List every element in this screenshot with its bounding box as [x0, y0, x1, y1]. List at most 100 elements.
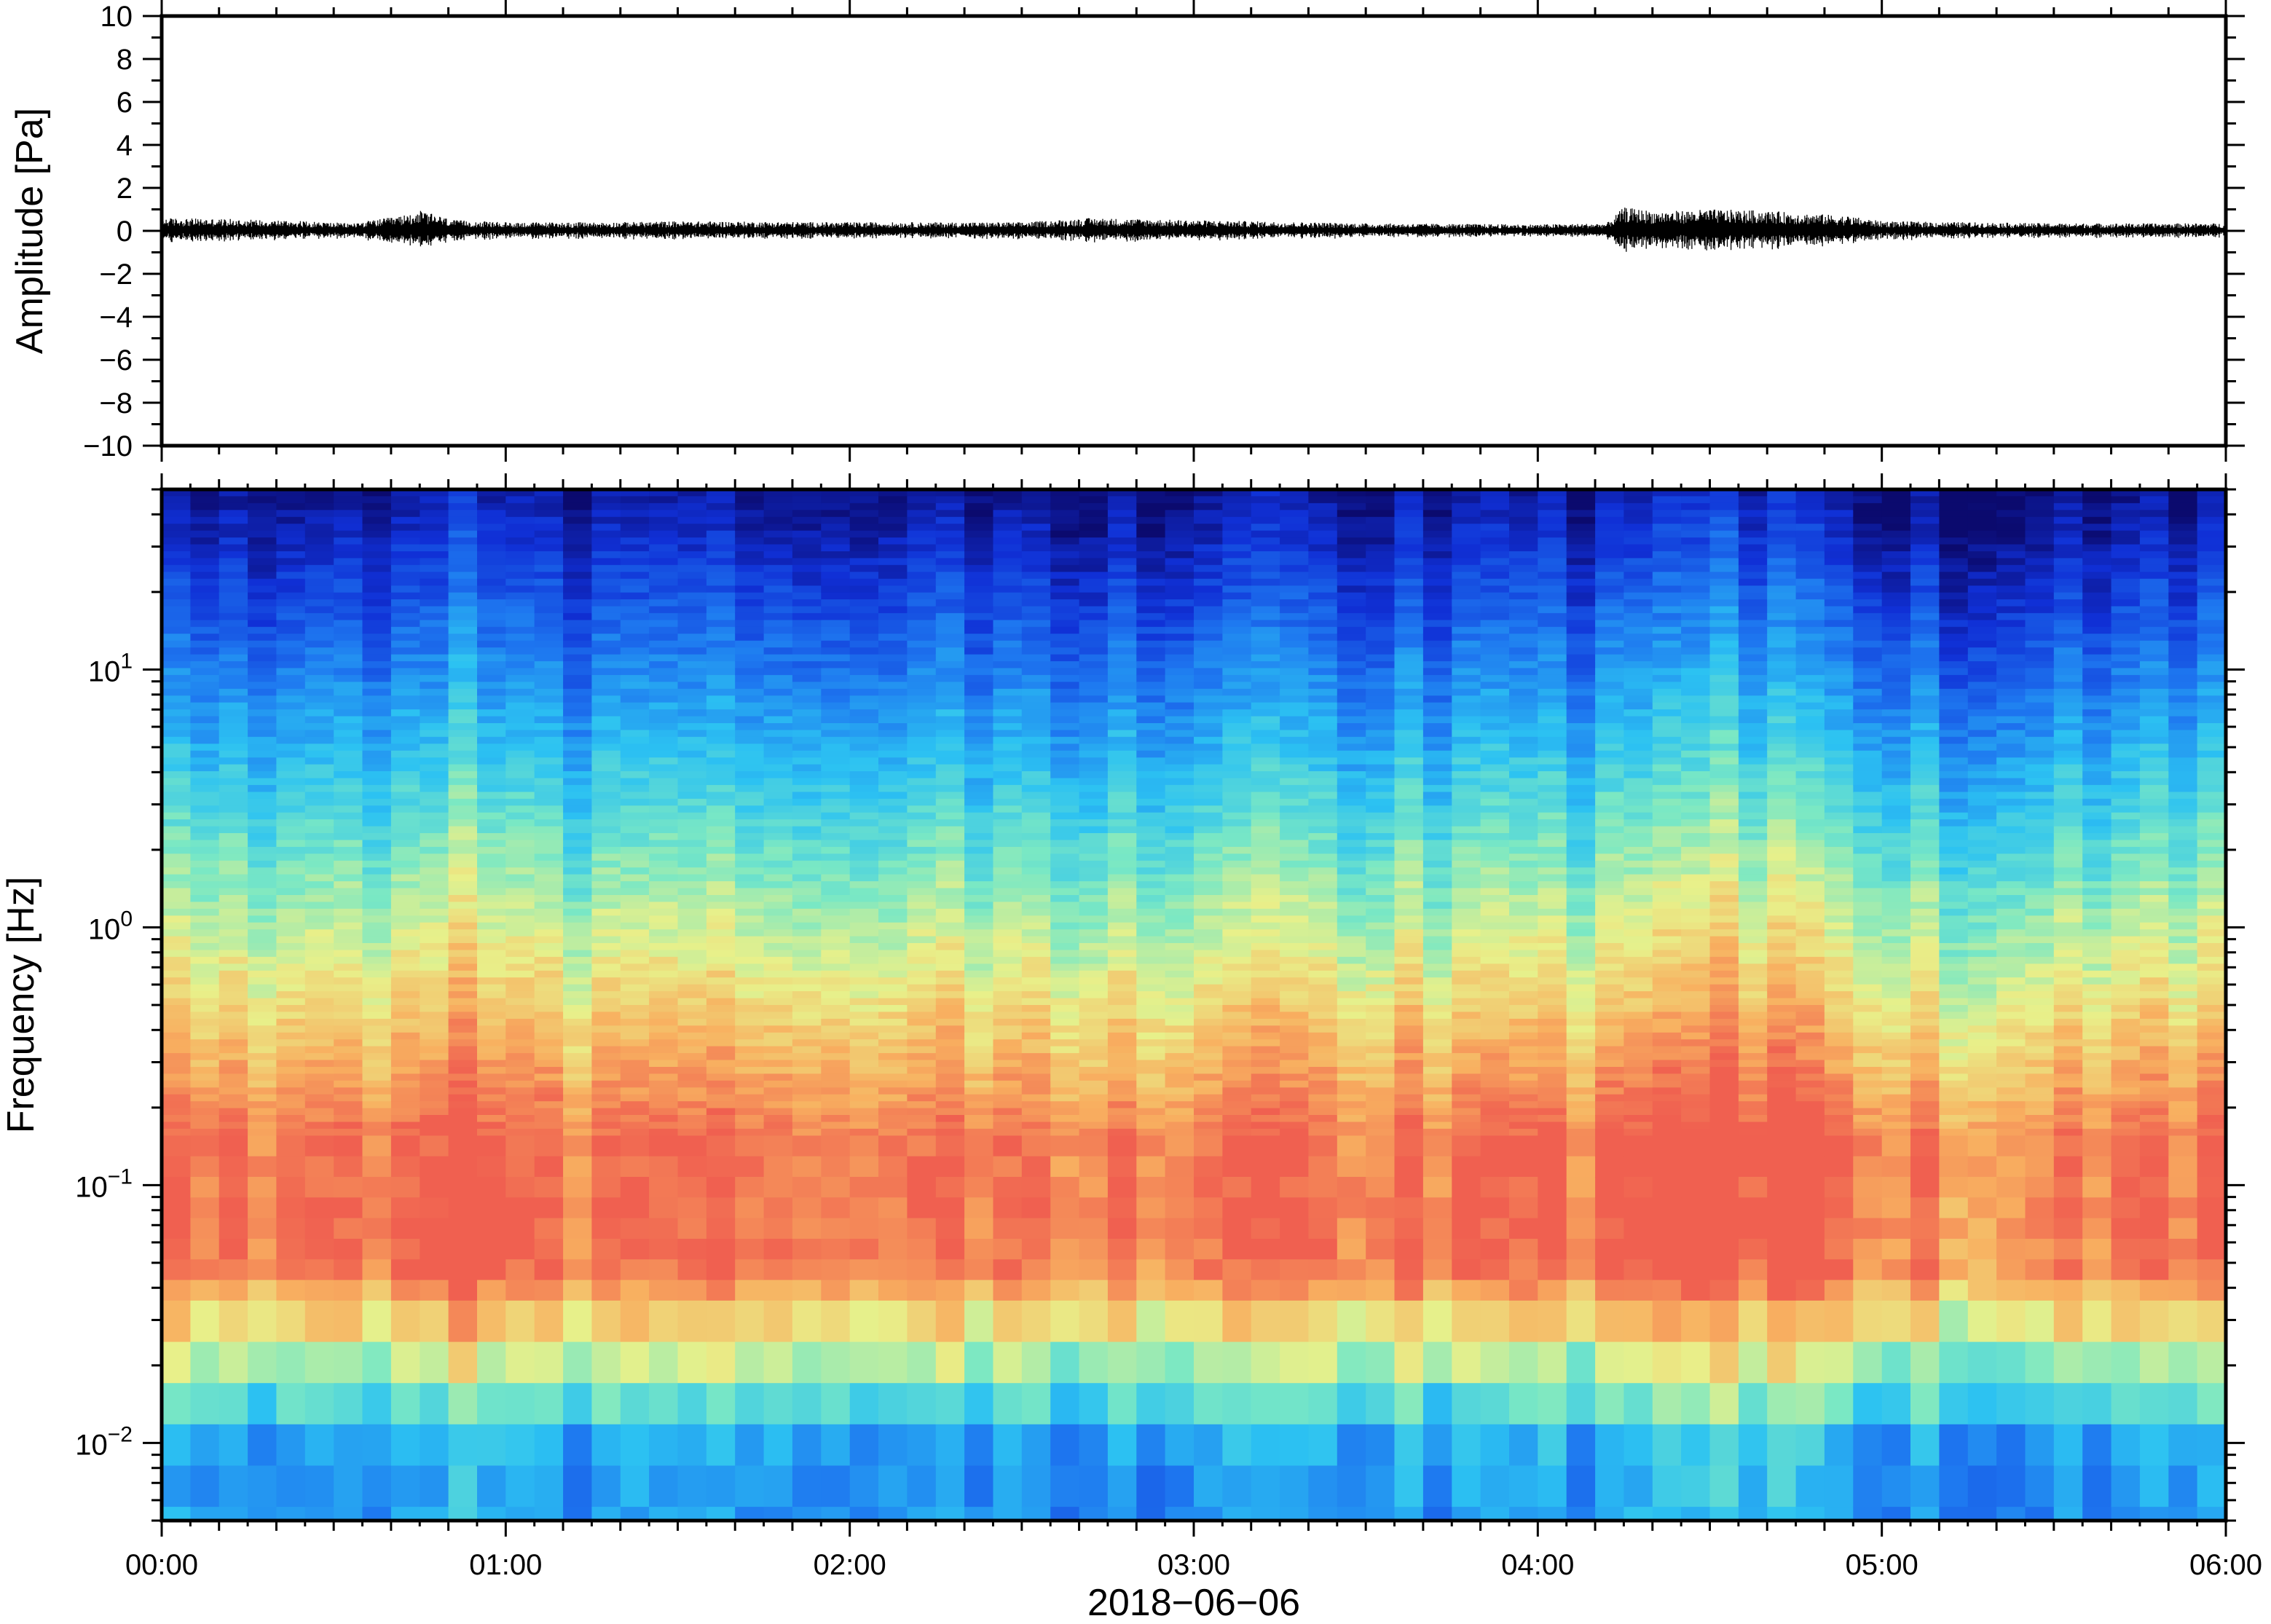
- spectrogram-cell: [248, 977, 278, 985]
- spectrogram-cell: [1337, 1507, 1366, 1521]
- spectrogram-cell: [649, 1005, 679, 1013]
- spectrogram-cell: [878, 564, 908, 572]
- spectrogram-cell: [534, 744, 564, 752]
- spectrogram-cell: [649, 1025, 679, 1033]
- spectrogram-cell: [792, 1025, 822, 1033]
- spectrogram-cell: [1308, 902, 1338, 910]
- spectrogram-cell: [190, 612, 220, 621]
- spectrogram-cell: [477, 586, 507, 594]
- spectrogram-cell: [248, 564, 278, 572]
- spectrogram-cell: [420, 1177, 449, 1199]
- spectrogram-cell: [1308, 661, 1338, 669]
- spectrogram-cell: [1107, 1115, 1138, 1123]
- spectrogram-cell: [821, 1259, 851, 1281]
- spectrogram-cell: [390, 991, 421, 999]
- spectrogram-cell: [219, 936, 248, 944]
- spectrogram-cell: [190, 936, 220, 944]
- spectrogram-cell: [1337, 661, 1366, 669]
- spectrogram-cell: [993, 709, 1023, 717]
- spectrogram-cell: [1337, 970, 1366, 978]
- spectrogram-cell: [649, 805, 679, 813]
- spectrogram-cell: [1394, 1122, 1424, 1130]
- spectrogram-cell: [1366, 867, 1396, 875]
- spectrogram-cell: [964, 572, 994, 580]
- spectrogram-cell: [849, 695, 879, 703]
- spectrogram-cell: [649, 1080, 679, 1088]
- spectrogram-cell: [362, 1005, 392, 1013]
- spectrogram-cell: [1050, 1465, 1080, 1507]
- spectrogram-cell: [849, 688, 879, 696]
- spectrogram-cell: [1136, 1218, 1166, 1239]
- spectrogram-cell: [993, 640, 1023, 648]
- spectrogram-cell: [390, 516, 421, 524]
- spectrogram-cell: [1422, 943, 1453, 951]
- spectrogram-cell: [1337, 915, 1366, 923]
- spectrogram-cell: [563, 592, 593, 600]
- spectrogram-cell: [1079, 647, 1109, 655]
- spectrogram-cell: [1079, 784, 1109, 793]
- spectrogram-cell: [505, 963, 535, 971]
- spectrogram-cell: [1366, 1465, 1396, 1507]
- spectrogram-cell: [420, 908, 449, 916]
- spectrogram-cell: [1366, 784, 1396, 793]
- spectrogram-cell: [505, 1218, 535, 1239]
- spectrogram-cell: [964, 812, 994, 820]
- spectrogram-cell: [534, 647, 564, 655]
- spectrogram-cell: [821, 709, 851, 717]
- spectrogram-cell: [907, 524, 937, 532]
- spectrogram-cell: [248, 922, 278, 930]
- spectrogram-cell: [649, 915, 679, 923]
- spectrogram-cell: [964, 1073, 994, 1081]
- spectrogram-cell: [964, 826, 994, 834]
- spectrogram-cell: [907, 1073, 937, 1081]
- spectrogram-cell: [248, 936, 278, 944]
- spectrogram-cell: [706, 881, 736, 889]
- spectrogram-cell: [649, 702, 679, 710]
- spectrogram-cell: [505, 1067, 535, 1075]
- spectrogram-cell: [677, 881, 707, 889]
- spectrogram-cell: [190, 586, 220, 594]
- spectrogram-cell: [993, 558, 1023, 566]
- spectrogram-cell: [821, 956, 851, 965]
- spectrogram-cell: [534, 833, 564, 841]
- spectrogram-cell: [878, 1424, 908, 1467]
- spectrogram-cell: [1308, 1383, 1338, 1425]
- spectrogram-cell: [276, 778, 306, 786]
- spectrogram-cell: [1308, 970, 1338, 978]
- spectrogram-cell: [1165, 792, 1194, 800]
- spectrogram-cell: [334, 1424, 363, 1467]
- spectrogram-cell: [1194, 1053, 1224, 1061]
- spectrogram-cell: [1136, 744, 1166, 752]
- spectrogram-cell: [420, 1156, 449, 1178]
- spectrogram-cell: [763, 1032, 793, 1040]
- spectrogram-cell: [878, 626, 908, 634]
- spectrogram-cell: [763, 846, 793, 855]
- spectrogram-cell: [248, 502, 278, 511]
- spectrogram-cell: [190, 564, 220, 572]
- spectrogram-cell: [276, 1012, 306, 1020]
- spectrogram-cell: [248, 634, 278, 642]
- spectrogram-cell: [1366, 606, 1396, 614]
- spectrogram-cell: [792, 1341, 822, 1384]
- spectrogram-cell: [276, 1239, 306, 1261]
- spectrogram-cell: [620, 1025, 650, 1033]
- spectrogram-cell: [591, 1128, 621, 1137]
- spectrogram-cell: [821, 860, 851, 868]
- spectrogram-cell: [849, 668, 879, 676]
- spectrogram-cell: [735, 902, 765, 910]
- spectrogram-cell: [248, 1067, 278, 1075]
- spectrogram-cell: [1222, 1025, 1252, 1033]
- spectrogram-cell: [1422, 1012, 1453, 1020]
- spectrogram-cell: [534, 1073, 564, 1081]
- spectrogram-cell: [591, 606, 621, 614]
- spectrogram-cell: [1136, 1383, 1166, 1425]
- spectrogram-cell: [735, 1087, 765, 1095]
- spectrogram-cell: [763, 688, 793, 696]
- spectrogram-cell: [1079, 578, 1109, 586]
- spectrogram-cell: [505, 1341, 535, 1384]
- spectrogram-cell: [334, 1507, 363, 1521]
- spectrogram-cell: [1021, 730, 1051, 738]
- spectrogram-cell: [1251, 750, 1280, 758]
- spectrogram-cell: [563, 1218, 593, 1239]
- spectrogram-cell: [162, 647, 192, 655]
